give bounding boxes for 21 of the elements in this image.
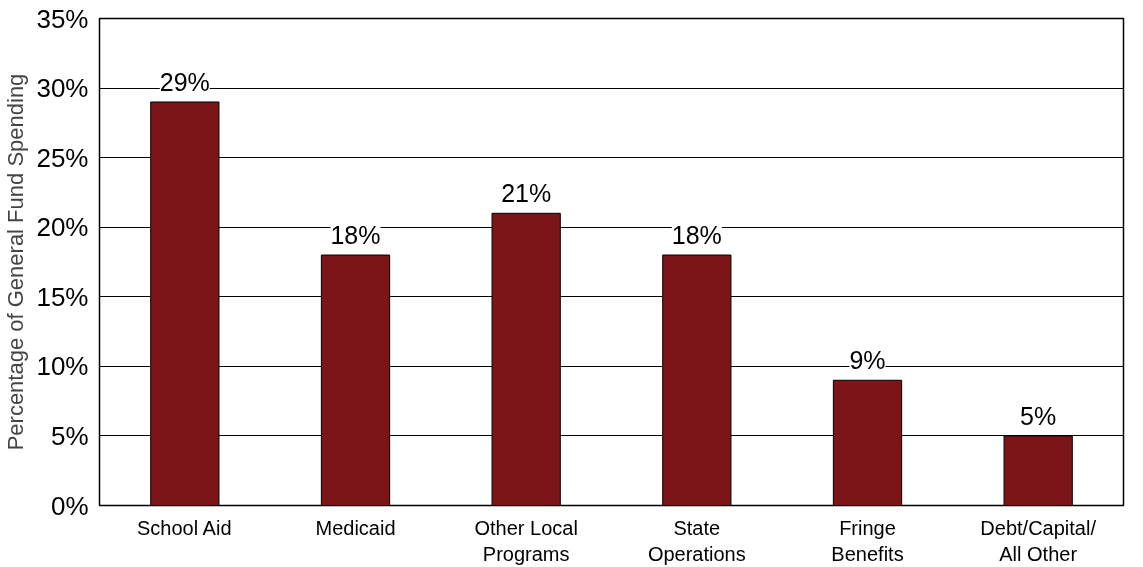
x-tick-label: Other Local Programs	[474, 516, 578, 565]
data-label: 18%	[330, 221, 381, 250]
y-axis-title: Percentage of General Fund Spending	[3, 73, 29, 451]
x-tick-label: Fringe Benefits	[831, 516, 904, 565]
data-label: 9%	[849, 346, 886, 375]
x-tick-label: State Operations	[647, 516, 746, 565]
y-tick-label: 15%	[36, 281, 89, 312]
y-tick-label: 5%	[50, 420, 89, 451]
x-tick-label: Medicaid	[315, 516, 396, 539]
y-tick-label: 25%	[36, 142, 89, 173]
y-tick-label: 20%	[36, 212, 89, 243]
y-tick-label: 30%	[36, 73, 89, 104]
x-tick-label: Debt/Capital/ All Other	[980, 516, 1097, 565]
data-label: 5%	[1020, 401, 1057, 430]
y-tick-label: 10%	[36, 351, 89, 382]
x-tick-label: School Aid	[137, 516, 232, 539]
data-label: 21%	[501, 179, 552, 208]
y-tick-label: 0%	[50, 490, 89, 521]
y-tick-label: 35%	[36, 3, 89, 34]
data-label: 18%	[671, 221, 722, 250]
data-label: 29%	[159, 67, 210, 96]
